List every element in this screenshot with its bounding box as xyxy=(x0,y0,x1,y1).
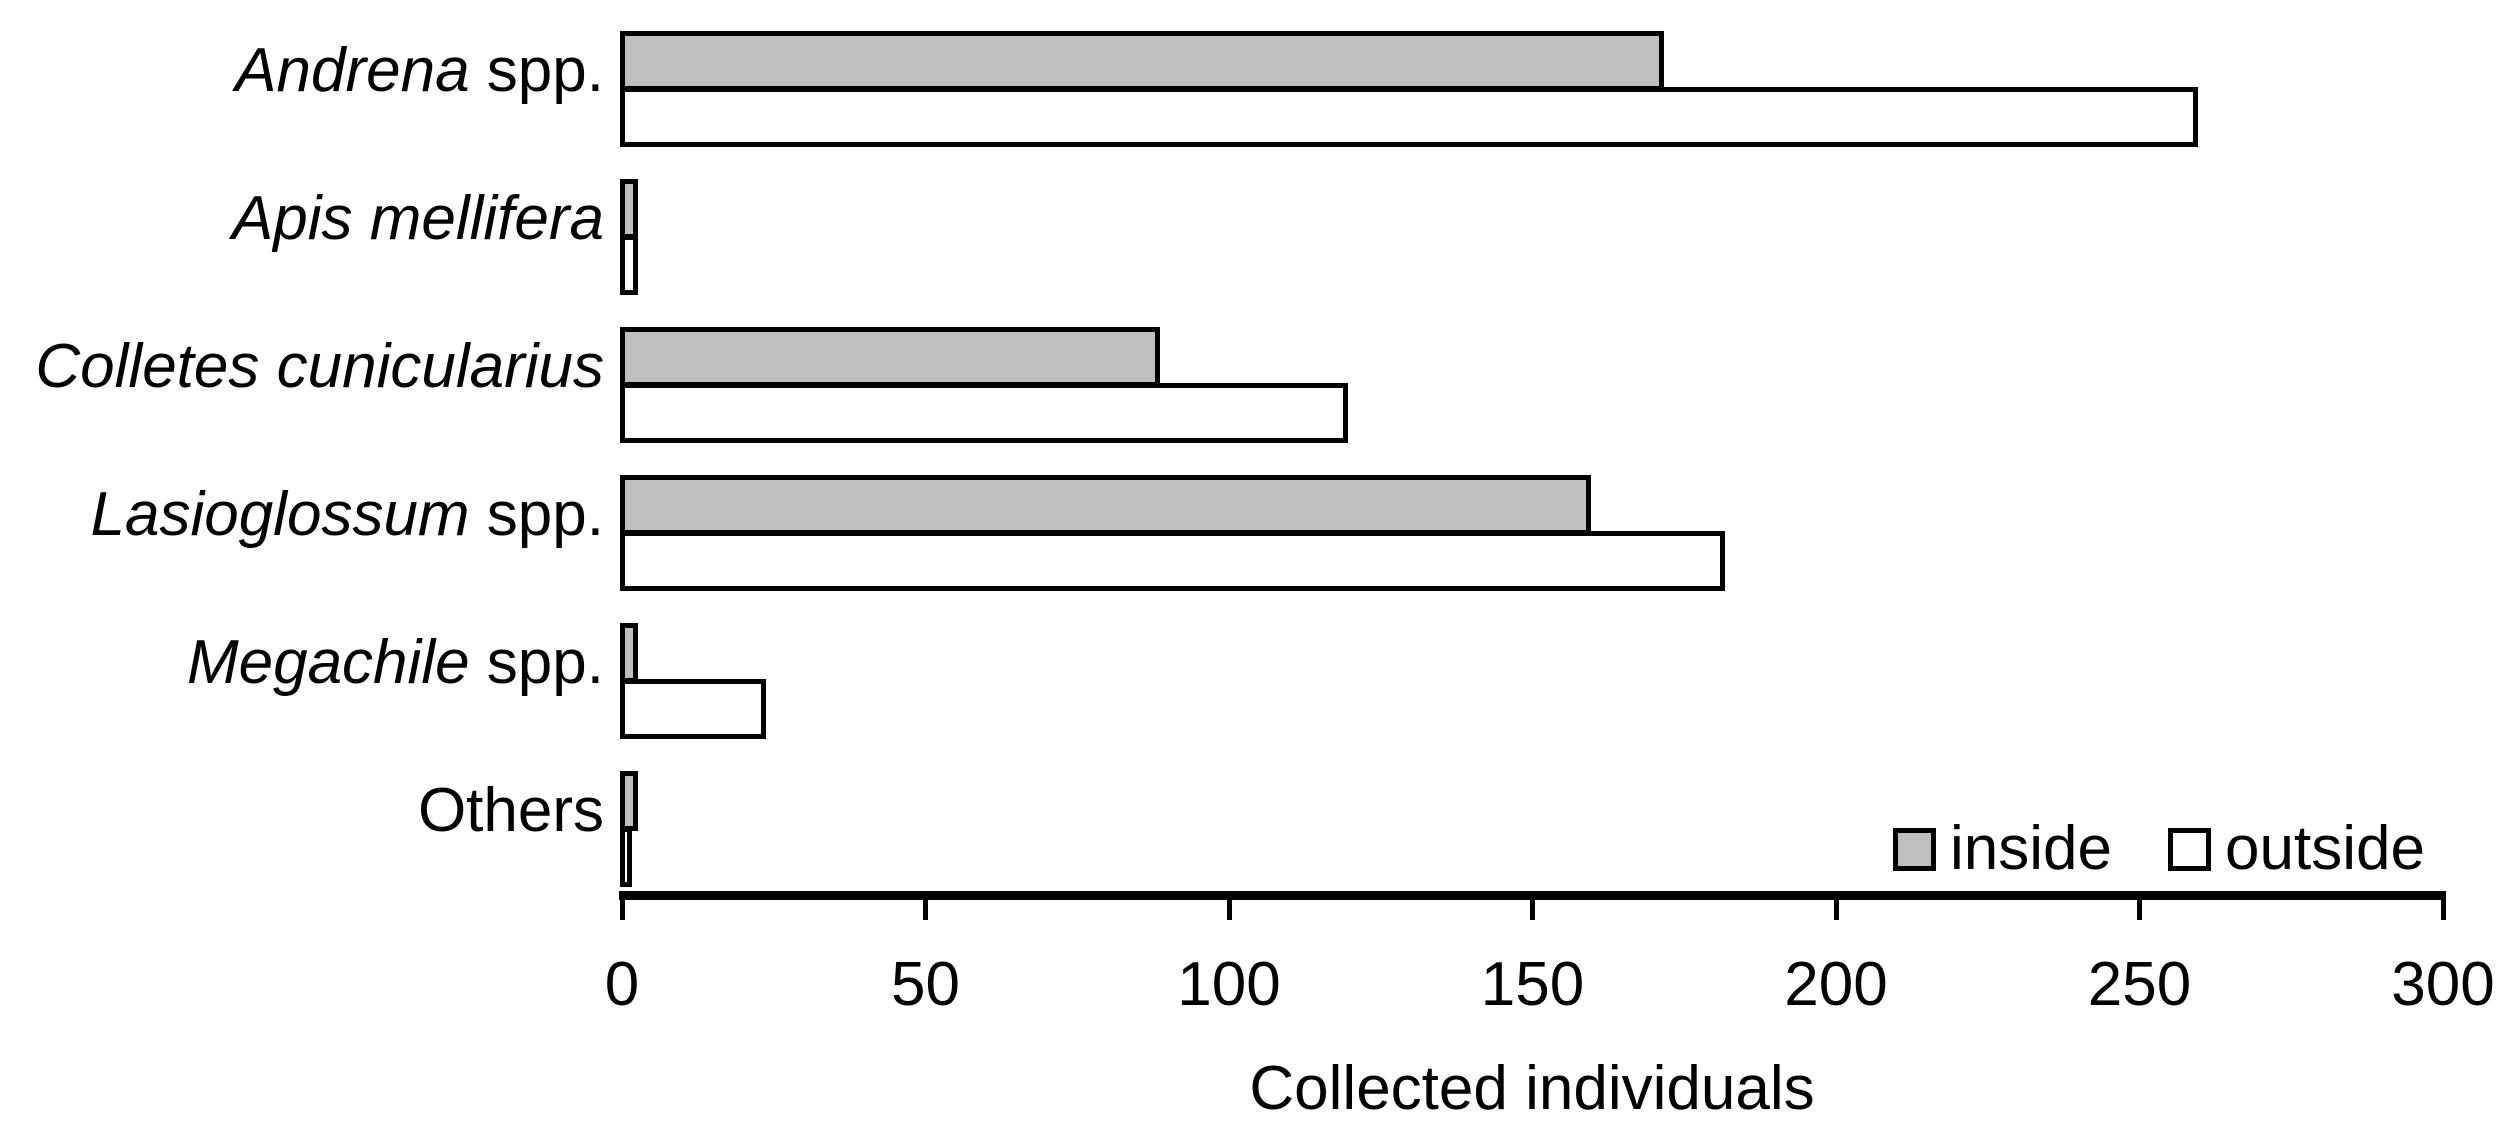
category-label-regular-text: spp. xyxy=(469,480,604,549)
category-label-lasioglossum-spp: Lasioglossum spp. xyxy=(0,480,604,550)
x-tick-250 xyxy=(2137,900,2142,920)
category-label-regular-text: Others xyxy=(417,776,604,845)
bar-inside-andrena-spp xyxy=(620,31,1665,91)
category-label-italic-text: Colletes cunicularius xyxy=(35,332,604,401)
bar-inside-megachile-spp xyxy=(620,623,639,683)
category-label-megachile-spp: Megachile spp. xyxy=(0,628,604,698)
legend-swatch-outside xyxy=(2168,827,2211,871)
legend-label-inside: inside xyxy=(1950,814,2112,883)
x-axis-title: Collected individuals xyxy=(1249,1054,1815,1123)
category-label-italic-text: Apis mellifera xyxy=(231,184,604,253)
x-tick-label-200: 200 xyxy=(1784,950,1888,1019)
x-tick-label-50: 50 xyxy=(891,950,960,1019)
category-label-italic-text: Megachile xyxy=(186,628,470,697)
bar-inside-lasioglossum-spp xyxy=(620,475,1592,535)
bar-outside-colletes-cunicularius xyxy=(620,383,1349,443)
x-tick-label-300: 300 xyxy=(2391,950,2495,1019)
bar-outside-apis-mellifera xyxy=(620,235,639,295)
category-label-italic-text: Andrena xyxy=(235,36,470,105)
legend-swatch-inside xyxy=(1893,827,1936,871)
bar-inside-apis-mellifera xyxy=(620,179,639,239)
x-tick-300 xyxy=(2440,900,2446,920)
bar-outside-others xyxy=(620,827,633,887)
x-tick-200 xyxy=(1833,900,1839,920)
bar-inside-colletes-cunicularius xyxy=(620,327,1161,387)
x-tick-0 xyxy=(619,900,625,920)
x-axis-line xyxy=(619,891,2446,900)
x-tick-label-0: 0 xyxy=(604,950,640,1019)
category-label-colletes-cunicularius: Colletes cunicularius xyxy=(0,332,604,402)
x-tick-label-100: 100 xyxy=(1177,950,1281,1019)
x-tick-50 xyxy=(923,900,928,920)
category-label-apis-mellifera: Apis mellifera xyxy=(0,184,604,254)
bar-outside-andrena-spp xyxy=(620,87,2199,147)
legend: inside outside xyxy=(1893,818,2425,880)
legend-label-outside: outside xyxy=(2225,814,2425,883)
category-label-italic-text: Lasioglossum xyxy=(90,480,470,549)
category-label-others: Others xyxy=(0,776,604,846)
x-tick-label-150: 150 xyxy=(1480,950,1585,1019)
x-tick-label-250: 250 xyxy=(2087,950,2192,1019)
category-label-regular-text: spp. xyxy=(469,628,604,697)
x-tick-100 xyxy=(1226,900,1232,920)
bar-outside-megachile-spp xyxy=(620,679,766,739)
bar-inside-others xyxy=(620,771,639,831)
category-label-regular-text: spp. xyxy=(469,36,604,105)
x-tick-150 xyxy=(1530,900,1535,920)
category-label-andrena-spp: Andrena spp. xyxy=(0,36,604,106)
bar-outside-lasioglossum-spp xyxy=(620,531,1725,591)
